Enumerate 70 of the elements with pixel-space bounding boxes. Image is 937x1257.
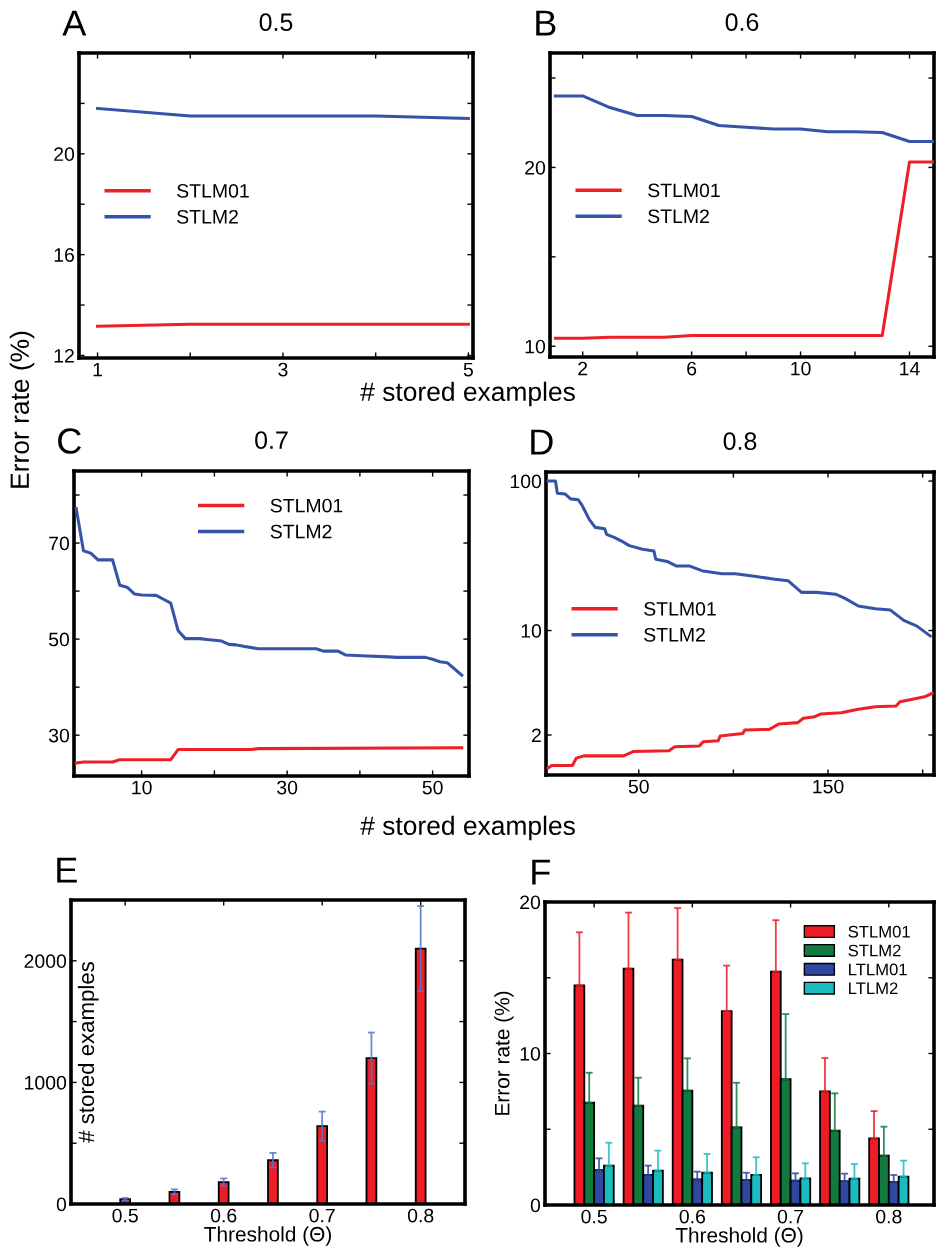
y-axis-title: Error rate (%) — [9, 331, 35, 488]
y-tick-label: 30 — [48, 728, 70, 743]
legend-label: STLM01 — [177, 184, 249, 198]
y-axis-title: Error rate (%) — [494, 991, 514, 1115]
y-tick-label: 0 — [56, 1197, 67, 1212]
y-tick-label: 50 — [48, 632, 70, 647]
legend-label: STLM01 — [644, 602, 716, 616]
x-tick-label: 0.7 — [777, 1209, 804, 1224]
legend-label: STLM2 — [177, 209, 238, 224]
legend-label: LTLM2 — [849, 982, 898, 995]
x-tick-label: 3 — [278, 362, 288, 377]
y-tick-label: 0 — [530, 1198, 541, 1213]
x-tick-label: 0.6 — [210, 1208, 237, 1223]
legend-label: STLM01 — [648, 183, 720, 198]
text: B — [536, 10, 556, 36]
text: A — [62, 10, 87, 36]
legend-label: STLM01 — [270, 498, 343, 513]
chart-title: 0.6 — [725, 13, 759, 32]
legend-label: STLM01 — [848, 925, 910, 938]
x-tick-label: 2 — [578, 361, 588, 376]
x-tick-label: 0.7 — [309, 1208, 335, 1223]
y-axis-title: # stored examples — [77, 962, 99, 1143]
x-tick-label: 6 — [687, 361, 697, 376]
chart-title: 0.5 — [259, 13, 293, 32]
x-tick-label: 0.5 — [112, 1208, 138, 1223]
x-axis-title: # stored examples — [360, 381, 575, 407]
x-tick-label: 50 — [628, 779, 649, 794]
legend-label: STLM2 — [848, 944, 901, 957]
y-tick-label: 1000 — [25, 1075, 67, 1090]
chart-title: 0.8 — [723, 432, 757, 451]
y-tick-label: 10 — [520, 1046, 541, 1061]
x-tick-label: 0.8 — [876, 1209, 902, 1224]
text: F — [532, 859, 550, 885]
y-tick-label: 70 — [49, 536, 70, 551]
x-tick-label: 10 — [132, 780, 152, 795]
y-tick-label: 2000 — [24, 954, 67, 969]
x-tick-label: 10 — [791, 361, 811, 376]
line-series — [74, 746, 464, 765]
x-tick-label: 50 — [422, 780, 443, 795]
x-tick-label: 5 — [463, 362, 473, 377]
x-axis-title: Threshold (Θ) — [204, 1226, 331, 1246]
text: C — [58, 428, 81, 454]
line-series — [553, 94, 934, 144]
y-tick-label: 20 — [525, 160, 546, 175]
line-series — [553, 160, 934, 340]
legend-label: STLM2 — [270, 524, 332, 539]
y-tick-label: 10 — [525, 339, 546, 354]
chart-title: 0.7 — [255, 431, 288, 450]
y-tick-label: 12 — [54, 348, 74, 363]
line-series — [546, 691, 934, 770]
y-tick-label: 2 — [532, 728, 541, 743]
x-axis-title: # stored examples — [360, 815, 575, 841]
y-tick-label: 16 — [54, 248, 74, 262]
x-tick-label: 0.8 — [407, 1208, 434, 1223]
x-tick-label: 14 — [900, 361, 920, 376]
x-tick-label: 1 — [93, 362, 102, 377]
x-tick-label: 0.6 — [679, 1209, 706, 1224]
x-tick-label: 0.5 — [581, 1209, 607, 1224]
y-tick-label: 100 — [510, 474, 542, 489]
text: D — [531, 429, 553, 455]
y-tick-label: 10 — [521, 624, 542, 638]
legend-label: LTLM01 — [849, 963, 907, 976]
legend-label: STLM2 — [644, 627, 705, 642]
y-tick-label: 20 — [54, 147, 75, 162]
text: E — [57, 857, 77, 883]
legend-label: STLM2 — [648, 209, 709, 224]
x-tick-label: 150 — [813, 779, 844, 794]
y-tick-label: 20 — [520, 895, 541, 910]
x-tick-label: 30 — [277, 780, 298, 795]
x-axis-title: Threshold (Θ) — [675, 1227, 803, 1247]
